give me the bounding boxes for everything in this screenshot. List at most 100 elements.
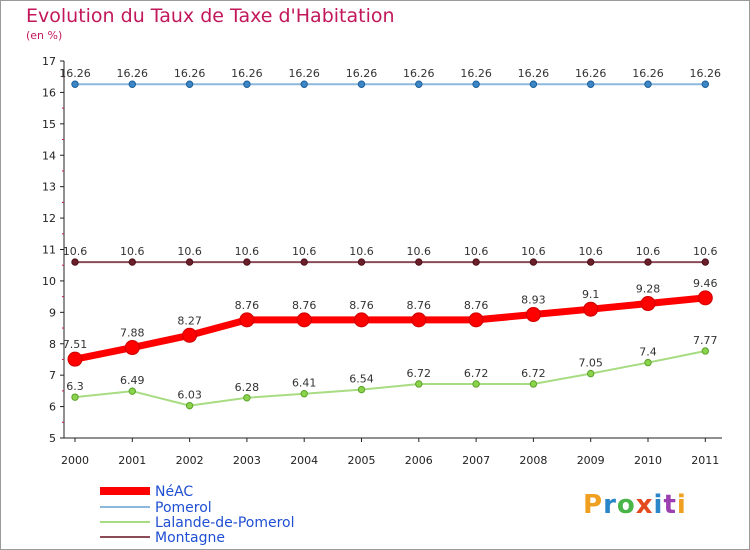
data-label: 16.26: [59, 67, 91, 80]
data-label: 16.26: [460, 67, 492, 80]
x-tick-label: 2005: [348, 454, 376, 467]
data-label: 10.6: [521, 245, 546, 258]
x-tick-label: 2009: [577, 454, 605, 467]
data-label: 10.6: [63, 245, 88, 258]
data-point: [185, 401, 194, 410]
data-point: [67, 351, 83, 367]
data-label: 10.6: [464, 245, 489, 258]
data-point: [644, 358, 652, 367]
legend-label: Pomerol: [155, 500, 212, 516]
data-point: [587, 80, 595, 88]
data-point: [529, 80, 538, 88]
y-tick-label: 6: [49, 401, 56, 414]
data-label: 10.6: [578, 245, 603, 258]
data-point: [239, 312, 255, 328]
data-point: [243, 258, 251, 266]
x-tick-label: 2006: [405, 454, 433, 467]
data-point: [71, 258, 79, 266]
data-point: [128, 387, 137, 395]
data-label: 7.4: [639, 346, 657, 359]
data-label: 8.76: [464, 299, 489, 312]
data-point: [300, 80, 308, 88]
data-label: 10.6: [349, 245, 374, 258]
data-point: [583, 301, 599, 317]
data-label: 8.76: [292, 299, 317, 312]
data-label: 10.6: [177, 245, 202, 258]
data-label: 10.6: [407, 245, 432, 258]
data-point: [357, 385, 366, 394]
series-line: [74, 349, 706, 407]
data-label-layer: 16.26 16.26 16.26 16.26 16.26 16.26 16.26 16.26…: [59, 67, 721, 401]
x-tick-label: 2010: [634, 454, 662, 467]
data-label: 9.46: [693, 277, 718, 290]
data-label: 16.26: [231, 67, 263, 80]
data-label: 6.72: [407, 367, 432, 380]
data-label: 9.28: [636, 283, 661, 296]
data-point: [472, 80, 480, 88]
data-point: [411, 312, 427, 328]
data-point: [415, 380, 423, 388]
proxiti-logo: Proxiti: [583, 490, 687, 520]
data-label: 7.51: [63, 338, 88, 351]
y-tick-label: 16: [42, 86, 56, 99]
x-tick-label: 2000: [61, 454, 89, 467]
y-tick-label: 12: [42, 212, 56, 225]
data-point: [182, 327, 198, 343]
y-tick-label: 7: [49, 369, 56, 382]
x-tick-label: 2002: [176, 454, 204, 467]
data-point: [243, 394, 251, 402]
data-label: 9.1: [582, 288, 600, 301]
x-tick-label: 2007: [462, 454, 490, 467]
data-label: 8.93: [521, 294, 546, 307]
data-point: [701, 347, 709, 355]
data-label: 6.54: [349, 373, 374, 386]
data-label: 16.26: [575, 67, 607, 80]
chart-subtitle: (en %): [26, 29, 63, 42]
data-point: [185, 80, 194, 88]
data-point: [300, 258, 308, 266]
data-point: [468, 312, 484, 328]
data-label: 16.26: [117, 67, 149, 80]
y-tick-label: 15: [42, 118, 56, 131]
data-point: [640, 296, 656, 312]
data-point: [701, 80, 709, 88]
data-point: [71, 393, 79, 401]
data-label: 7.77: [693, 334, 718, 347]
data-label: 10.6: [235, 245, 260, 258]
data-point: [415, 80, 423, 88]
data-label: 8.76: [235, 299, 260, 312]
data-point: [128, 258, 137, 266]
data-point: [587, 369, 595, 378]
data-point: [644, 258, 652, 266]
data-point: [701, 258, 709, 266]
data-label: 10.6: [636, 245, 661, 258]
data-label: 6.03: [177, 389, 202, 402]
x-tick-label: 2004: [290, 454, 318, 467]
data-point: [587, 258, 595, 266]
legend-label: Lalande-de-Pomerol: [155, 515, 295, 531]
y-tick-label: 14: [42, 149, 56, 162]
data-label: 10.6: [292, 245, 317, 258]
y-tick-label: 5: [49, 432, 56, 445]
data-label: 8.27: [177, 314, 202, 327]
legend-label: NéAC: [155, 484, 193, 500]
data-label: 6.72: [521, 367, 546, 380]
x-tick-label: 2011: [691, 454, 719, 467]
data-label: 16.26: [632, 67, 664, 80]
y-tick-label: 11: [42, 244, 56, 257]
data-point: [644, 80, 652, 88]
legend-label: Montagne: [155, 530, 225, 546]
x-tick-label: 2003: [233, 454, 261, 467]
chart-title: Evolution du Taux de Taxe d'Habitation: [26, 5, 395, 27]
data-label: 16.26: [403, 67, 435, 80]
data-label: 16.26: [518, 67, 550, 80]
data-point: [472, 380, 480, 388]
data-point: [71, 80, 79, 88]
y-tick-label: 17: [42, 55, 56, 68]
data-label: 6.28: [235, 381, 260, 394]
series-layer: [67, 80, 713, 410]
data-point: [185, 258, 194, 266]
data-label: 16.26: [288, 67, 320, 80]
